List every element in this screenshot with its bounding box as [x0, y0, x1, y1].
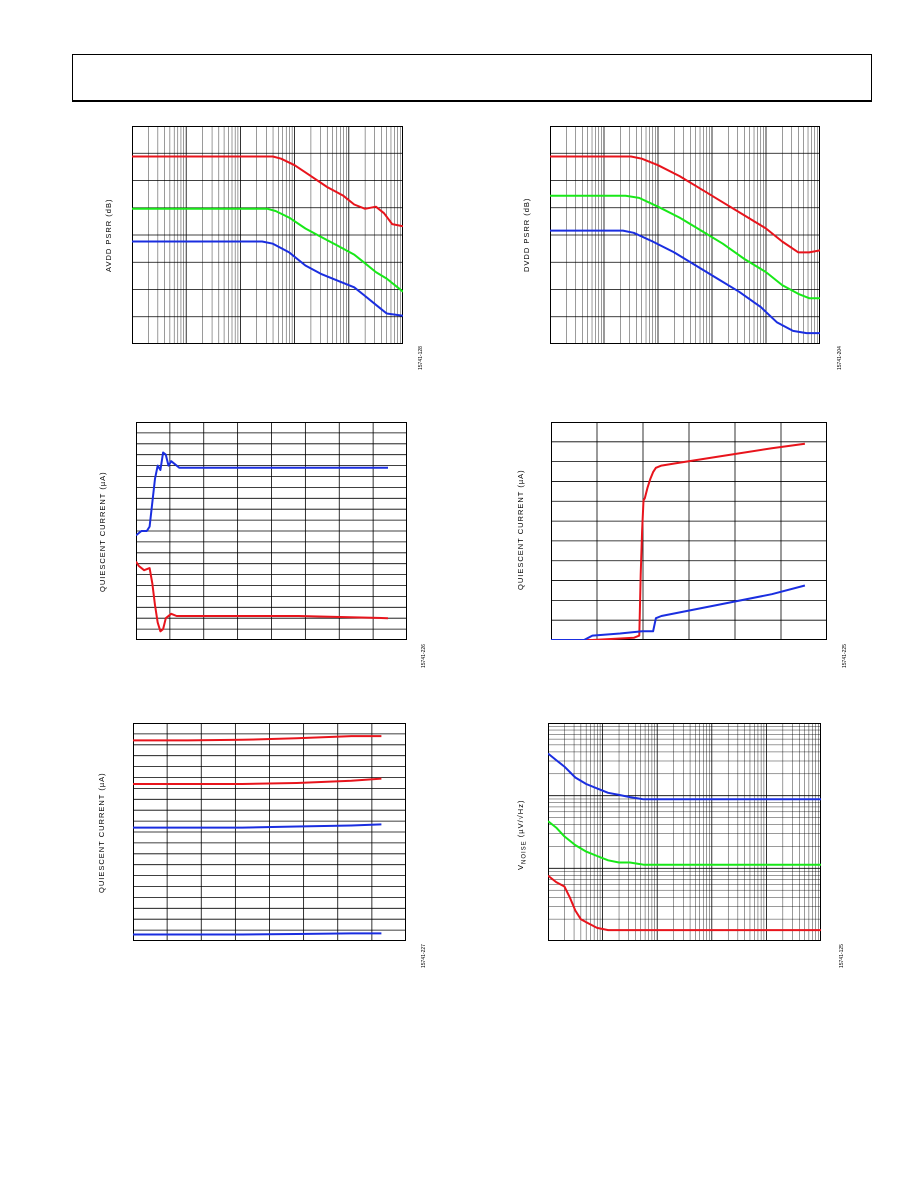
series-line-blue-2	[132, 240, 404, 317]
series-line-blue-0	[135, 451, 388, 537]
plot-frame	[551, 422, 827, 640]
voltage-noise-ylabel: VNOISE (µV/√Hz)	[516, 800, 528, 870]
plot-frame	[548, 723, 821, 941]
plot-frame	[136, 422, 407, 640]
series-line-blue-0	[547, 752, 821, 801]
chart-svg	[135, 421, 408, 641]
series-line-red-0	[133, 735, 382, 742]
quiescent-current-ylabel-1: QUIESCENT CURRENT (µA)	[98, 471, 107, 592]
series-line-blue-3	[133, 932, 382, 936]
series-line-blue-2	[133, 823, 382, 829]
series-line-red-2	[547, 874, 821, 932]
series-line-red-0	[132, 155, 404, 228]
page-header-box	[72, 54, 872, 102]
series-line-red-0	[551, 442, 806, 641]
chart-svg	[131, 125, 404, 345]
figure-id-voltage-noise: 15741-125	[839, 944, 845, 968]
plot-frame	[133, 723, 406, 941]
figure-id-dvdd-psrr: 15741-204	[837, 346, 843, 370]
series-line-red-0	[550, 155, 821, 254]
chart-svg	[549, 125, 821, 345]
quiescent-current-ylabel-3: QUIESCENT CURRENT (µA)	[97, 772, 106, 893]
quiescent-current-chart-2	[550, 421, 828, 641]
series-line-green-1	[132, 207, 404, 293]
quiescent-current-chart-3	[132, 722, 407, 942]
series-line-red-1	[135, 560, 389, 633]
series-line-red-1	[133, 777, 382, 785]
voltage-noise-chart	[547, 722, 822, 942]
series-line-blue-1	[551, 584, 806, 641]
figure-id-quiescent-3: 15741-227	[421, 944, 427, 968]
plot-frame	[550, 126, 820, 344]
avdd-psrr-chart	[131, 125, 404, 345]
figure-id-avdd-psrr: 15741-128	[418, 346, 424, 370]
figure-id-quiescent-1: 15741-226	[421, 644, 427, 668]
quiescent-current-ylabel-2: QUIESCENT CURRENT (µA)	[516, 469, 525, 590]
avdd-psrr-ylabel: AVDD PSRR (dB)	[104, 198, 113, 272]
vnoise-ylabel-main: V	[516, 863, 525, 870]
vnoise-ylabel-units: (µV/√Hz)	[516, 799, 525, 841]
quiescent-current-chart-1	[135, 421, 408, 641]
series-line-green-1	[550, 194, 820, 300]
series-line-blue-2	[550, 229, 820, 335]
chart-svg	[132, 722, 407, 942]
series-line-green-1	[547, 820, 821, 866]
plot-frame	[132, 126, 403, 344]
dvdd-psrr-ylabel: DVDD PSRR (dB)	[522, 197, 531, 272]
dvdd-psrr-chart	[549, 125, 821, 345]
chart-svg	[547, 722, 822, 942]
figure-id-quiescent-2: 15741-225	[842, 644, 848, 668]
vnoise-ylabel-sub: NOISE	[521, 840, 528, 864]
chart-svg	[550, 421, 828, 641]
